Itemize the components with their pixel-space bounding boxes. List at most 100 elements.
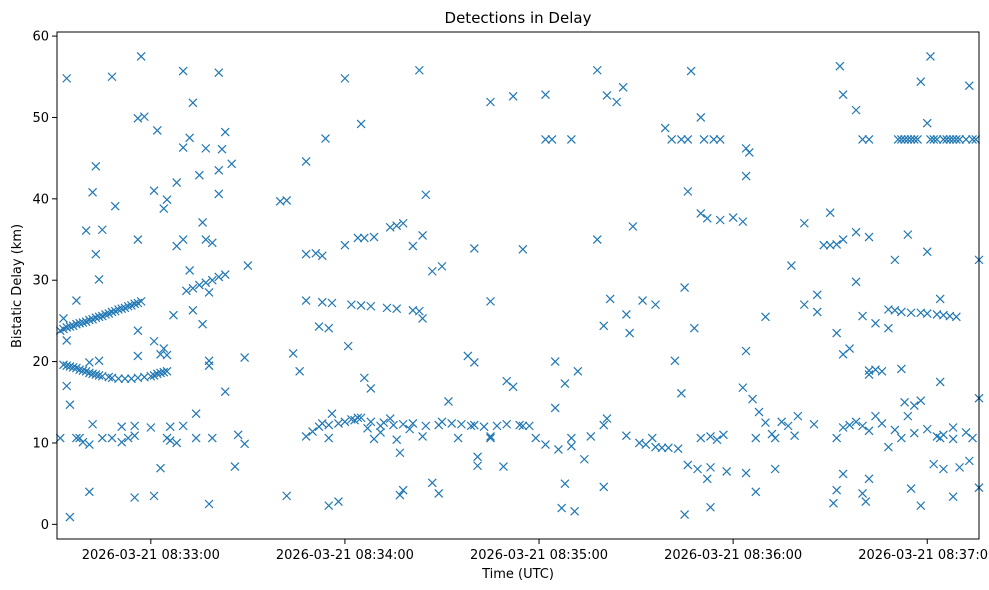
data-point: [117, 304, 127, 314]
data-point: [324, 433, 334, 443]
data-point: [65, 512, 75, 522]
data-point: [169, 310, 178, 320]
data-point: [922, 118, 932, 128]
data-point: [592, 235, 602, 244]
data-point: [317, 419, 327, 428]
data-point: [162, 366, 172, 376]
data-point: [146, 423, 156, 432]
data-point: [929, 459, 939, 469]
data-point: [207, 275, 217, 285]
data-point: [696, 113, 706, 122]
data-point: [906, 484, 916, 493]
y-axis: 0 10 20 30 40 50 60: [32, 30, 57, 533]
data-point: [88, 419, 98, 429]
data-point: [301, 296, 311, 305]
data-point: [926, 51, 935, 61]
data-point: [851, 417, 861, 427]
data-point: [948, 134, 958, 144]
data-point: [508, 91, 518, 101]
data-point: [133, 351, 143, 361]
data-point: [156, 463, 165, 473]
data-point: [566, 134, 576, 144]
data-point: [518, 244, 528, 254]
data-point: [84, 440, 94, 450]
data-point: [301, 156, 311, 166]
data-point: [741, 171, 751, 181]
data-point: [130, 431, 140, 441]
data-point: [819, 240, 829, 250]
data-point: [786, 261, 796, 270]
data-point: [65, 400, 75, 410]
data-point: [864, 426, 874, 436]
data-point: [75, 318, 85, 328]
data-point: [94, 371, 104, 380]
data-point: [689, 323, 699, 333]
data-point: [748, 394, 757, 404]
data-point: [282, 196, 292, 205]
data-point: [938, 134, 948, 144]
data-point: [932, 134, 942, 144]
data-point: [890, 255, 900, 265]
data-point: [324, 323, 334, 333]
data-point: [469, 244, 479, 253]
data-point: [220, 387, 230, 397]
data-point: [667, 134, 677, 144]
data-point: [81, 226, 91, 235]
data-point: [916, 501, 926, 511]
data-point: [599, 321, 609, 331]
data-point: [421, 421, 431, 431]
data-point: [638, 296, 647, 305]
data-point: [657, 443, 667, 453]
data-point: [728, 213, 738, 222]
data-point: [858, 311, 867, 321]
data-point: [628, 222, 638, 231]
data-point: [680, 283, 690, 292]
data-point: [156, 368, 165, 378]
data-point: [65, 362, 75, 371]
data-point: [832, 433, 842, 443]
data-point: [78, 318, 88, 327]
data-point: [883, 442, 893, 452]
plot-frame: [56, 31, 980, 540]
y-tick-label: 30: [32, 274, 49, 289]
data-point: [761, 418, 770, 428]
data-point: [922, 247, 932, 257]
data-point: [968, 134, 977, 144]
data-point: [832, 328, 842, 338]
data-point: [434, 489, 444, 498]
data-point: [741, 468, 751, 478]
data-point: [955, 462, 965, 472]
data-point: [832, 485, 842, 495]
data-point: [702, 474, 712, 484]
data-point: [838, 235, 848, 244]
data-point: [751, 433, 761, 443]
data-point: [282, 491, 292, 501]
data-point: [366, 417, 376, 427]
data-point: [890, 425, 900, 435]
data-point: [385, 222, 395, 232]
data-point: [453, 433, 463, 443]
data-point: [346, 300, 356, 310]
data-point: [188, 305, 198, 315]
data-point: [59, 360, 68, 370]
data-point: [903, 411, 913, 421]
data-point: [159, 204, 169, 214]
data-point: [185, 133, 195, 143]
data-point: [602, 91, 612, 100]
data-point: [385, 414, 395, 423]
data-point: [896, 307, 906, 317]
data-point: [900, 134, 910, 144]
data-point: [101, 309, 110, 319]
data-point: [178, 421, 188, 431]
data-point: [405, 424, 415, 434]
data-point: [896, 433, 906, 443]
data-point: [181, 286, 191, 296]
data-point: [418, 314, 427, 323]
data-point: [149, 336, 159, 346]
data-point: [444, 397, 453, 406]
data-point: [149, 491, 159, 501]
data-point: [683, 187, 693, 196]
data-point: [838, 469, 848, 479]
data-point: [566, 433, 576, 443]
